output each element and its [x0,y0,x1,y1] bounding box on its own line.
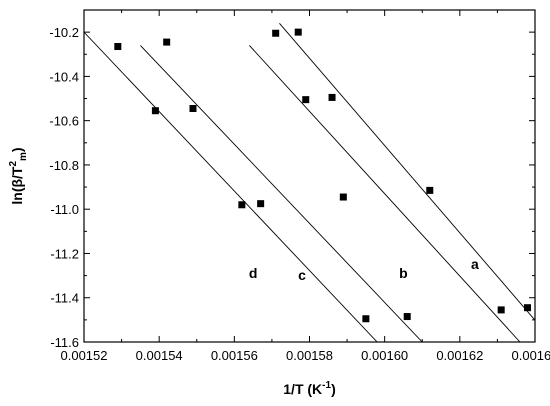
data-point-d [362,315,370,323]
series-label-c: c [298,267,306,283]
y-tick-label: -10.2 [49,25,79,40]
data-points [114,28,531,323]
fit-line-a [279,22,535,321]
data-point-a [523,304,531,312]
y-tick-label: -10.8 [49,158,79,173]
series-label-d: d [249,265,258,281]
x-tick-label: 0.00158 [286,348,333,363]
fit-line-d [84,31,378,342]
data-point-b [272,29,280,37]
fit-line-c [140,45,423,342]
data-point-c [257,200,265,208]
data-point-c [189,104,197,112]
series-labels: a b c d [249,256,479,283]
y-tick-label: -11.2 [50,246,79,261]
data-point-d [238,201,246,209]
data-point-b [302,96,310,104]
data-point-c [163,38,171,46]
x-tick-label: 0.00152 [61,348,108,363]
x-tick-label: 0.00162 [436,348,483,363]
data-point-a [328,93,336,101]
data-point-b [497,306,505,314]
data-point-c [403,313,411,321]
fit-line-b [249,45,521,342]
y-tick-label: -11.6 [50,335,79,350]
axis-ticks: 0.00152 0.00154 0.00156 0.00158 0.00160 0.001… [49,9,550,363]
series-label-b: b [399,265,408,281]
data-point-d [151,107,159,115]
data-point-b [339,193,347,201]
x-tick-label: 0.00156 [211,348,258,363]
x-axis-title: 1/T (K-1) [283,380,335,397]
fit-lines [84,22,535,342]
data-point-d [114,43,122,51]
y-axis-title: ln(β/T2m) [8,147,29,204]
data-point-a [294,28,302,36]
series-label-a: a [471,256,479,272]
x-tick-label: 0.00164 [512,348,550,363]
y-tick-label: -11.0 [50,202,79,217]
y-tick-label: -10.6 [49,114,79,129]
y-tick-label: -11.4 [50,291,79,306]
y-tick-label: -10.4 [49,69,79,84]
x-tick-label: 0.00154 [136,348,183,363]
x-tick-label: 0.00160 [361,348,408,363]
data-point-a [426,186,434,194]
